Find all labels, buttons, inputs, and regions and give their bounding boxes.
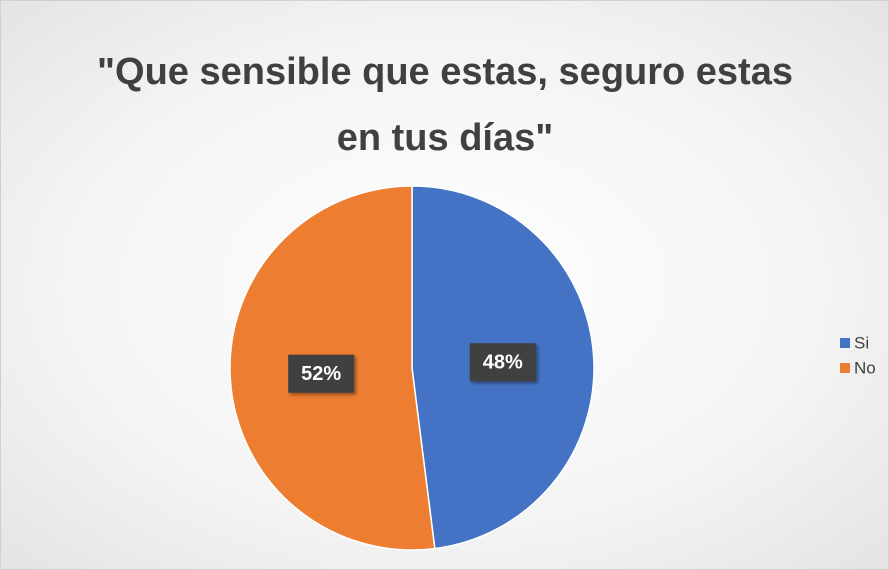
legend-label: Si <box>854 333 869 352</box>
data-label: 52% <box>301 363 341 385</box>
data-label-box <box>469 343 536 382</box>
data-label-box <box>288 354 355 393</box>
legend-swatch <box>840 363 850 373</box>
legend-label: No <box>854 358 876 377</box>
chart-title: "Que sensible que estas, seguro estas en… <box>97 51 793 159</box>
legend-swatch <box>840 338 850 348</box>
data-label: 48% <box>483 352 523 374</box>
